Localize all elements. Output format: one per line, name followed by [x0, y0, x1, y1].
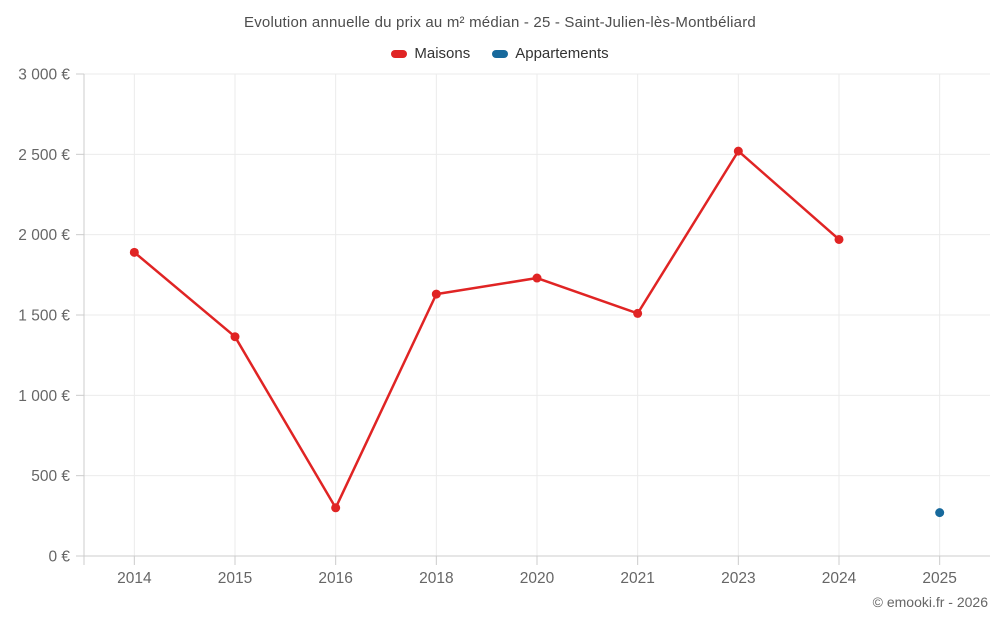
data-point-appartements-2025[interactable] — [935, 508, 945, 518]
x-axis-label: 2016 — [318, 570, 352, 587]
x-axis-label: 2021 — [620, 570, 654, 587]
data-point-maisons-2023[interactable] — [733, 146, 743, 156]
data-point-maisons-2018[interactable] — [431, 289, 441, 299]
legend-item-appartements[interactable]: Appartements — [492, 45, 609, 62]
y-axis-label: 0 € — [48, 549, 70, 566]
y-axis-label: 1 000 € — [18, 388, 70, 405]
y-axis-label: 2 500 € — [18, 147, 70, 164]
maisons-series-swatch-icon — [391, 49, 408, 58]
legend-item-maisons[interactable]: Maisons — [391, 45, 470, 62]
copyright-text: © emooki.fr - 2026 — [872, 594, 988, 610]
maisons-line — [133, 149, 841, 510]
appartements-series-swatch-icon — [492, 49, 509, 58]
x-axis-label: 2025 — [922, 570, 956, 587]
x-axis-label: 2024 — [822, 570, 857, 587]
legend-label-appartements: Appartements — [515, 45, 609, 62]
data-point-maisons-2020[interactable] — [532, 273, 542, 283]
data-point-maisons-2016[interactable] — [331, 503, 341, 513]
x-axis-label: 2015 — [218, 570, 252, 587]
data-point-maisons-2015[interactable] — [230, 332, 240, 342]
y-axis-label: 2 000 € — [18, 227, 70, 244]
x-axis-label: 2023 — [721, 570, 755, 587]
y-axis-label: 500 € — [31, 468, 70, 485]
chart-legend: Maisons Appartements — [0, 45, 1000, 62]
data-point-maisons-2024[interactable] — [834, 234, 844, 244]
data-point-maisons-2021[interactable] — [633, 308, 643, 318]
x-axis-label: 2014 — [117, 570, 152, 587]
chart-title: Evolution annuelle du prix au m² médian … — [244, 14, 756, 31]
y-axis-label: 1 500 € — [18, 308, 70, 325]
y-axis-label: 3 000 € — [18, 67, 70, 84]
x-axis-label: 2018 — [419, 570, 453, 587]
legend-label-maisons: Maisons — [414, 45, 471, 62]
data-point-maisons-2014[interactable] — [129, 247, 139, 257]
x-axis-label: 2020 — [520, 570, 555, 587]
